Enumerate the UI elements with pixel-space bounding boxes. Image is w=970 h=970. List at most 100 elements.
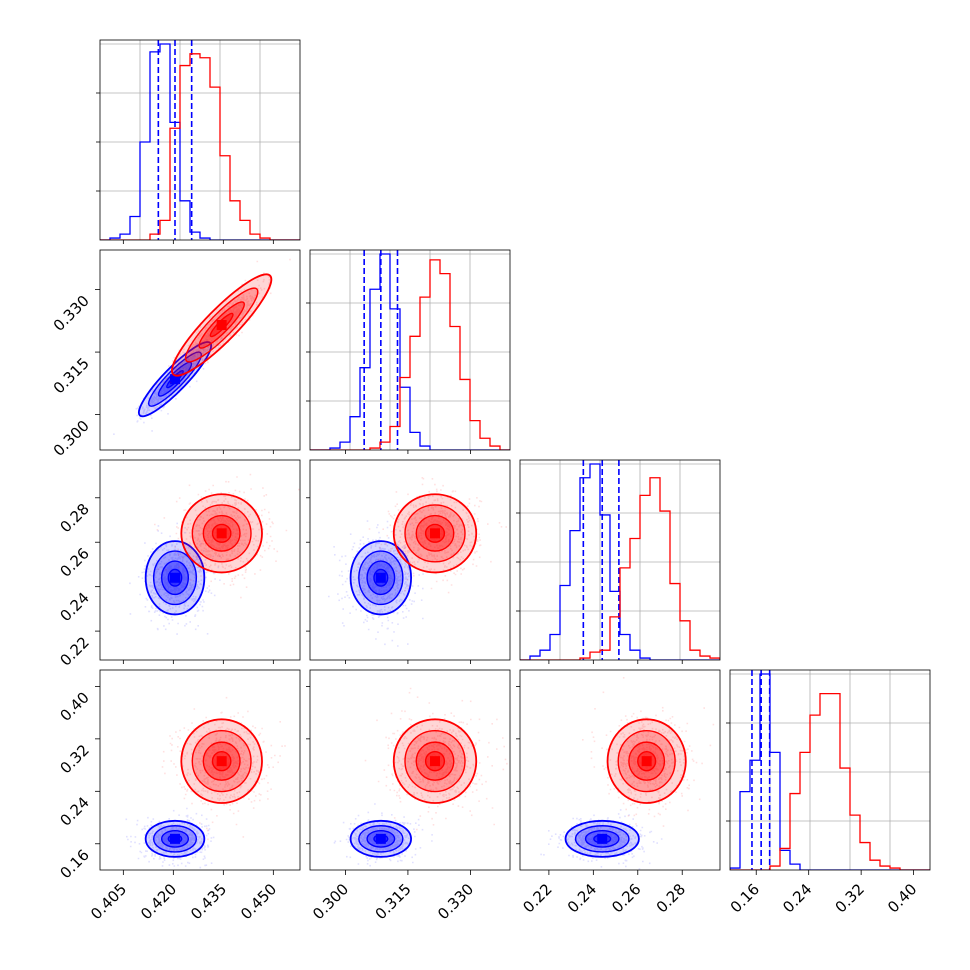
panel-2-1 xyxy=(309,459,511,661)
y-tick-label: 0.24 xyxy=(56,793,92,829)
x-tick-label: 0.315 xyxy=(372,880,415,923)
density-peak xyxy=(641,756,652,767)
density-peak xyxy=(375,833,386,844)
histogram-series-1 xyxy=(100,53,300,240)
panel-frame xyxy=(729,669,931,871)
contour-line xyxy=(392,718,478,804)
x-tick-label: 0.330 xyxy=(434,880,477,923)
x-tick-label: 0.24 xyxy=(564,880,600,916)
contour-line xyxy=(167,568,183,587)
density-peak xyxy=(430,528,440,539)
contour-line xyxy=(373,568,389,587)
density-peak xyxy=(216,528,227,539)
scatter-points xyxy=(161,696,286,841)
density-peak xyxy=(170,572,180,583)
contour-line xyxy=(415,514,455,552)
contour-line xyxy=(574,825,630,853)
density-series-0 xyxy=(540,809,663,870)
y-tick-label: 0.315 xyxy=(50,354,93,397)
x-tick-label: 0.40 xyxy=(884,880,920,916)
y-tick-label: 0.26 xyxy=(56,544,92,580)
panel-3-1 xyxy=(309,669,511,871)
scatter-points xyxy=(328,520,424,647)
contour-line xyxy=(404,730,466,793)
panel-frame xyxy=(99,39,301,241)
contour-line xyxy=(366,829,396,848)
contour-line xyxy=(191,730,252,793)
contour-line xyxy=(184,287,259,363)
contour-line xyxy=(404,504,466,563)
density-series-1 xyxy=(364,687,508,831)
contour-line xyxy=(144,819,206,858)
histogram-series-1 xyxy=(520,477,720,660)
contour-line xyxy=(211,750,232,772)
contour-line xyxy=(211,523,232,543)
panel-frame xyxy=(99,249,301,451)
density-series-0 xyxy=(328,520,424,647)
contour-line xyxy=(637,750,657,772)
x-tick-label: 0.405 xyxy=(87,880,130,923)
contour-line xyxy=(202,514,241,552)
panel-3-2 xyxy=(519,669,721,871)
panel-frame xyxy=(519,459,721,661)
contour-line xyxy=(171,273,273,377)
histogram-series-1 xyxy=(310,259,510,450)
contour-line xyxy=(349,540,412,616)
x-tick-label: 0.28 xyxy=(653,880,689,916)
density-peak xyxy=(375,572,386,583)
contour-line xyxy=(160,560,190,596)
histogram-series-0 xyxy=(310,253,510,450)
x-tick-label: 0.16 xyxy=(727,880,763,916)
y-tick-label: 0.22 xyxy=(56,633,92,669)
y-tick-label: 0.28 xyxy=(56,500,92,536)
scatter-points xyxy=(582,677,715,827)
contour-line xyxy=(358,550,404,606)
histogram-series-0 xyxy=(100,43,300,240)
contour-line xyxy=(628,741,666,781)
x-tick-label: 0.22 xyxy=(519,880,555,916)
scatter-points xyxy=(113,327,223,435)
density-series-0 xyxy=(129,522,221,635)
panel-frame xyxy=(309,249,511,451)
contour-line xyxy=(180,493,263,574)
y-tick-label: 0.32 xyxy=(56,741,92,777)
panel-1-1 xyxy=(306,249,511,451)
contour-line xyxy=(392,493,478,574)
panel-frame xyxy=(519,669,721,871)
density-peak xyxy=(430,756,440,767)
density-peak xyxy=(597,833,608,844)
contour-line xyxy=(564,819,640,858)
x-tick-label: 0.32 xyxy=(832,880,868,916)
scatter-points xyxy=(154,473,300,599)
contour-line xyxy=(144,540,206,616)
y-tick-label: 0.300 xyxy=(50,417,93,460)
contour-line xyxy=(160,829,190,848)
density-series-0 xyxy=(333,803,433,867)
panel-3-3 xyxy=(726,669,931,871)
density-series-1 xyxy=(357,477,507,594)
contour-line xyxy=(349,819,412,858)
histogram-series-0 xyxy=(730,673,930,870)
contour-line xyxy=(198,301,245,349)
contour-line xyxy=(180,718,263,804)
contour-line xyxy=(202,741,241,781)
density-series-1 xyxy=(161,696,286,841)
density-series-1 xyxy=(154,473,300,599)
density-peak xyxy=(170,374,180,385)
contour-line xyxy=(148,351,202,407)
contour-line xyxy=(358,825,404,853)
panel-2-2 xyxy=(516,459,721,661)
x-tick-label: 0.450 xyxy=(237,880,280,923)
contour-line xyxy=(191,504,252,563)
contour-line xyxy=(617,730,676,793)
contour-line xyxy=(424,523,446,543)
panel-frame xyxy=(99,669,301,871)
panel-frame xyxy=(309,459,511,661)
x-tick-label: 0.420 xyxy=(137,880,180,923)
x-tick-label: 0.24 xyxy=(779,880,815,916)
panel-0-0 xyxy=(96,39,301,241)
density-peak xyxy=(216,756,227,767)
density-series-1 xyxy=(153,258,291,409)
y-tick-label: 0.16 xyxy=(56,846,92,882)
